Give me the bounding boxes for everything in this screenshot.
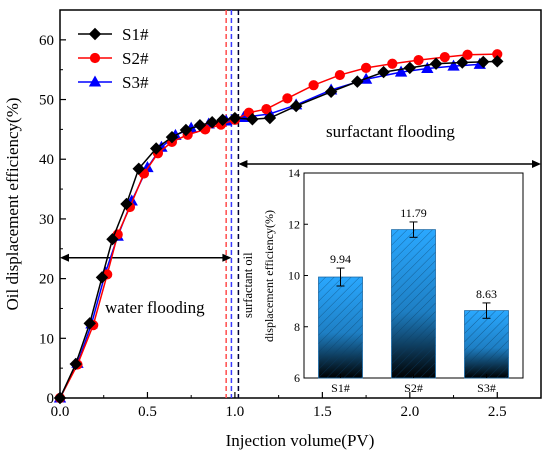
- inset-y-tick-label: 6: [294, 371, 300, 385]
- data-point: [351, 75, 364, 88]
- x-tick-label: 2.0: [400, 404, 419, 420]
- data-point: [179, 123, 193, 137]
- inset-bar-hatch: [318, 277, 363, 378]
- data-point: [120, 197, 133, 211]
- inset-category-label: S2#: [404, 381, 423, 395]
- data-point: [439, 52, 450, 63]
- data-point: [263, 111, 277, 125]
- data-point: [447, 59, 460, 71]
- data-point: [246, 113, 259, 126]
- series-s1: [53, 55, 504, 405]
- data-point: [394, 65, 408, 77]
- data-point: [429, 57, 443, 70]
- inset-category-label: S3#: [477, 381, 496, 395]
- inset-bar-hatch: [464, 310, 509, 378]
- annotation-water-flooding: water flooding: [105, 298, 205, 317]
- data-point: [308, 80, 319, 91]
- inset-category-label: S1#: [331, 381, 350, 395]
- legend-marker: [89, 52, 101, 64]
- main-legend: S1# S2# S3#: [78, 25, 149, 92]
- y-tick-label: 40: [39, 152, 54, 168]
- x-tick-label: 1.0: [226, 404, 245, 420]
- y-tick-label: 60: [39, 33, 54, 49]
- phase-arrows: [60, 160, 541, 262]
- data-point: [403, 61, 417, 75]
- y-tick-label: 30: [39, 212, 54, 228]
- annotation-surfactant-flooding: surfactant flooding: [326, 122, 455, 141]
- x-tick-label: 1.5: [313, 404, 332, 420]
- x-tick-label: 0.0: [51, 404, 70, 420]
- data-point: [477, 55, 490, 69]
- inset-value-label: 9.94: [330, 252, 351, 266]
- inset-y-axis-label: displacement efficiency(%): [262, 210, 276, 342]
- data-point: [165, 130, 179, 144]
- data-point: [53, 391, 67, 405]
- data-point: [282, 93, 293, 104]
- y-tick-label: 50: [39, 93, 54, 109]
- main-y-axis-label: Oil displacement efficiency(%): [3, 97, 22, 310]
- inset-bars: 9.94 S1# 11.79 S2# 8.63 S3#: [318, 206, 509, 395]
- data-point: [324, 85, 338, 98]
- data-point: [216, 113, 229, 127]
- data-point: [261, 103, 272, 115]
- y-tick-label: 10: [39, 331, 54, 347]
- y-tick-label: 20: [39, 272, 54, 288]
- inset-y-tick-label: 14: [288, 166, 300, 180]
- data-point: [387, 58, 398, 69]
- main-series-group: [53, 49, 504, 405]
- inset-y-tick-label: 10: [288, 269, 300, 283]
- data-point: [106, 233, 119, 246]
- data-point: [413, 55, 424, 66]
- data-point: [69, 357, 82, 371]
- arrow-head-left: [238, 160, 248, 169]
- data-point: [462, 49, 473, 60]
- x-tick-label: 0.5: [138, 404, 157, 420]
- x-tick-label: 2.5: [488, 404, 507, 420]
- legend-label: S1#: [122, 25, 149, 44]
- inset-axis-ticks: 6 8 10 12 14: [288, 166, 308, 385]
- data-point: [421, 61, 434, 73]
- main-x-axis-label: Injection volume(PV): [226, 431, 375, 450]
- data-point: [456, 56, 469, 69]
- arrow-head-right: [532, 160, 541, 169]
- main-plot-frame: [59, 9, 542, 399]
- data-point: [377, 65, 390, 79]
- data-point: [491, 55, 504, 68]
- data-point: [95, 271, 109, 284]
- inset-bar-hatch: [391, 229, 436, 378]
- inset-y-tick-label: 12: [288, 217, 300, 231]
- data-point: [360, 62, 372, 74]
- inset-value-label: 11.79: [400, 206, 427, 220]
- arrow-head-left: [60, 253, 69, 262]
- data-point: [83, 317, 96, 330]
- legend-marker: [88, 75, 102, 87]
- phase-boundary-lines: [225, 10, 240, 398]
- data-point: [205, 116, 219, 129]
- inset-y-tick-label: 8: [294, 320, 300, 334]
- legend-label: S3#: [122, 73, 149, 92]
- data-point: [149, 142, 163, 155]
- annotation-surfactant-oil: surfactant oil: [241, 252, 255, 318]
- data-point: [228, 111, 242, 125]
- data-point: [334, 69, 345, 81]
- legend-marker: [88, 27, 102, 41]
- y-tick-label: 0: [47, 391, 55, 407]
- legend-label: S2#: [122, 49, 149, 68]
- inset-bar-chart: displacement efficiency(%) 6 8 10 12 14 9.94…: [262, 166, 524, 395]
- data-point: [132, 162, 145, 175]
- arrow-head-right: [222, 253, 232, 262]
- inset-value-label: 8.63: [476, 287, 497, 301]
- data-point: [193, 118, 207, 132]
- data-point: [289, 99, 303, 113]
